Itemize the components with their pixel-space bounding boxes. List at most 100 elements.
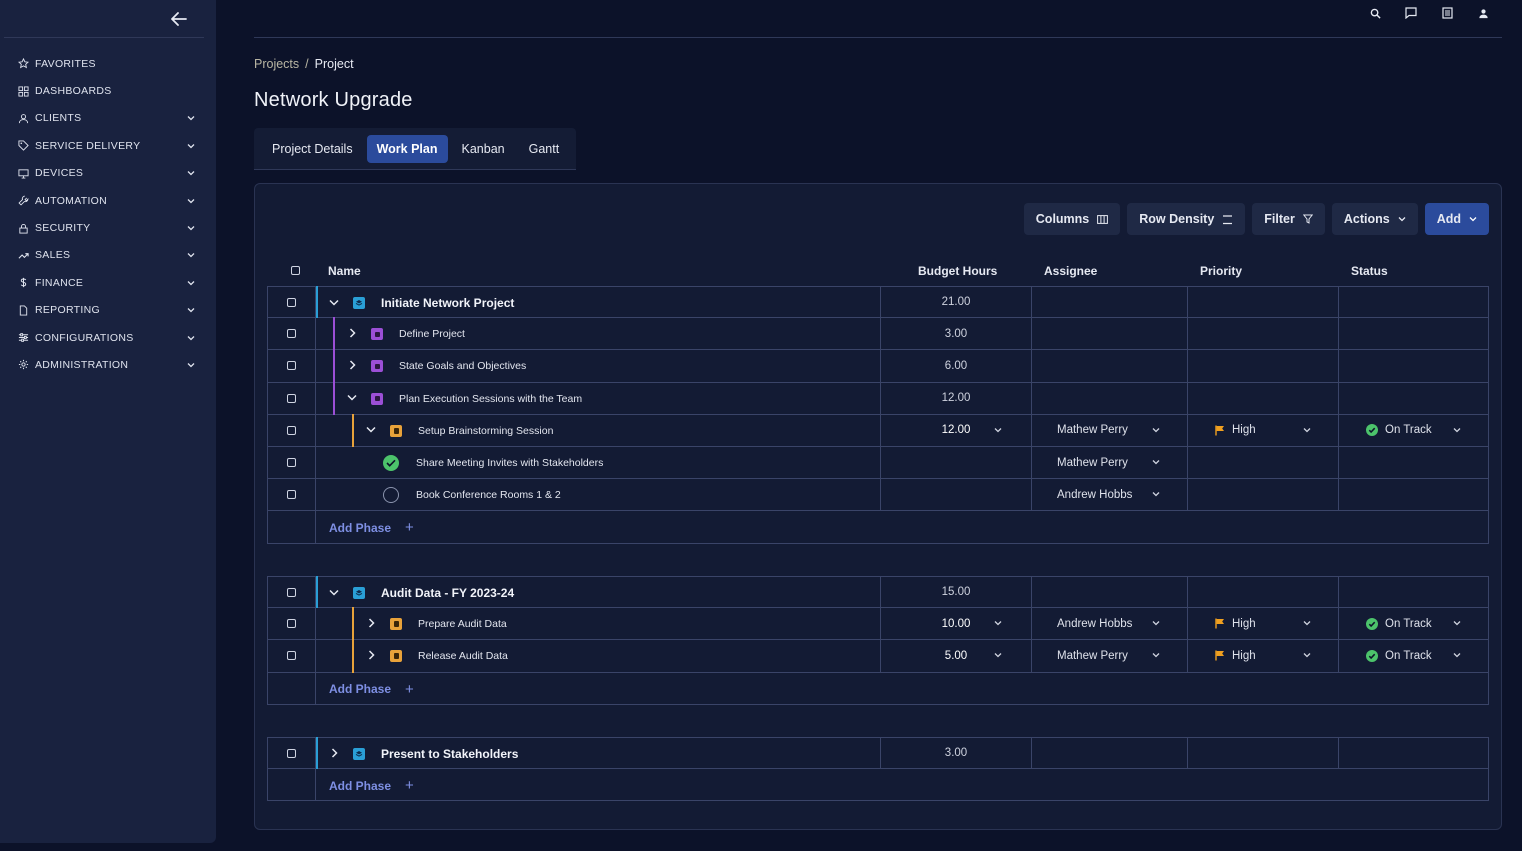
chevron-down-icon[interactable] [345, 391, 359, 405]
chevron-down-icon[interactable] [1151, 618, 1161, 628]
row-checkbox[interactable] [287, 458, 296, 468]
sidebar-item-label: REPORTING [35, 304, 100, 317]
status-dropdown[interactable]: On Track [1339, 415, 1488, 446]
row-checkbox[interactable] [287, 651, 296, 661]
column-header-name[interactable]: Name [328, 264, 361, 278]
chevron-down-icon[interactable] [1151, 650, 1161, 660]
filter-button[interactable]: Filter [1252, 203, 1325, 235]
column-header-assignee[interactable]: Assignee [1044, 264, 1098, 278]
tab-kanban[interactable]: Kanban [461, 141, 505, 156]
row-density-button[interactable]: Row Density [1127, 203, 1246, 235]
sidebar-item-favorites[interactable]: FAVORITES [0, 50, 216, 77]
sidebar-item-administration[interactable]: ADMINISTRATION [0, 351, 216, 378]
priority-dropdown[interactable]: High [1188, 414, 1339, 446]
table-row[interactable]: Share Meeting Invites with Stakeholders … [267, 446, 1489, 480]
budget-dropdown[interactable]: 12.00 [881, 414, 1032, 446]
table-row[interactable]: State Goals and Objectives 6.00 [267, 349, 1489, 383]
chevron-down-icon[interactable] [364, 423, 378, 437]
sidebar-item-finance[interactable]: FINANCE [0, 269, 216, 296]
assignee-dropdown[interactable]: Andrew Hobbs [1032, 479, 1188, 511]
assignee-dropdown[interactable]: Mathew Perry [1032, 446, 1188, 479]
columns-button[interactable]: Columns [1023, 203, 1121, 235]
priority-dropdown[interactable]: High [1188, 640, 1339, 672]
sidebar-item-sales[interactable]: SALES [0, 242, 216, 269]
incomplete-circle-icon[interactable] [383, 487, 399, 504]
notes-button[interactable] [1438, 4, 1456, 22]
chevron-down-icon[interactable] [1452, 618, 1462, 628]
row-checkbox[interactable] [287, 490, 296, 500]
table-row[interactable]: Book Conference Rooms 1 & 2 Andrew Hobbs [267, 479, 1489, 512]
table-row[interactable]: Prepare Audit Data 10.00 Andrew Hobbs Hi… [267, 607, 1489, 641]
chevron-right-icon[interactable] [364, 616, 378, 630]
chevron-down-icon[interactable] [993, 425, 1003, 435]
breadcrumb-projects-link[interactable]: Projects [254, 57, 300, 71]
sidebar-item-automation[interactable]: AUTOMATION [0, 187, 216, 214]
column-header-budget[interactable]: Budget Hours [918, 264, 998, 278]
chevron-down-icon[interactable] [1302, 650, 1312, 660]
priority-dropdown[interactable]: High [1188, 608, 1339, 640]
chevron-down-icon[interactable] [1302, 425, 1312, 435]
row-checkbox[interactable] [287, 361, 296, 371]
select-all-checkbox[interactable] [291, 266, 300, 275]
add-phase-button[interactable]: Add Phase + [329, 777, 414, 794]
breadcrumb: Projects / Project [254, 57, 354, 71]
chevron-right-icon[interactable] [345, 358, 359, 372]
assignee-dropdown[interactable]: Andrew Hobbs [1032, 608, 1188, 640]
table-row[interactable]: Present to Stakeholders 3.00 [267, 737, 1489, 770]
sidebar-item-configurations[interactable]: CONFIGURATIONS [0, 324, 216, 351]
assignee-dropdown[interactable]: Mathew Perry [1032, 414, 1188, 446]
table-row[interactable]: Initiate Network Project 21.00 [267, 286, 1489, 319]
sidebar-item-clients[interactable]: CLIENTS [0, 105, 216, 132]
table-row[interactable]: Setup Brainstorming Session 12.00 Mathew… [267, 413, 1489, 447]
chevron-down-icon[interactable] [327, 295, 341, 309]
chevron-right-icon[interactable] [364, 648, 378, 662]
sidebar-item-devices[interactable]: DEVICES [0, 160, 216, 187]
sidebar-item-security[interactable]: SECURITY [0, 214, 216, 241]
chevron-down-icon[interactable] [1151, 489, 1161, 499]
row-checkbox[interactable] [287, 393, 296, 403]
add-phase-button[interactable]: Add Phase + [329, 519, 414, 536]
profile-button[interactable] [1474, 4, 1492, 22]
table-row[interactable]: Audit Data - FY 2023-24 15.00 [267, 576, 1489, 609]
status-dropdown[interactable]: On Track [1339, 608, 1488, 639]
row-checkbox[interactable] [287, 587, 296, 597]
assignee-dropdown[interactable]: Mathew Perry [1032, 640, 1188, 672]
budget-dropdown[interactable]: 5.00 [881, 640, 1032, 672]
add-phase-button[interactable]: Add Phase + [329, 681, 414, 698]
chevron-down-icon[interactable] [327, 585, 341, 599]
chevron-down-icon[interactable] [1151, 425, 1161, 435]
add-button[interactable]: Add [1424, 203, 1489, 235]
actions-button[interactable]: Actions [1331, 203, 1418, 235]
table-row[interactable]: Release Audit Data 5.00 Mathew Perry Hig… [267, 639, 1489, 673]
budget-dropdown[interactable]: 10.00 [881, 608, 1032, 640]
table-row[interactable]: Define Project 3.00 [267, 317, 1489, 351]
sidebar-item-dashboards[interactable]: DASHBOARDS [0, 77, 216, 104]
row-checkbox[interactable] [287, 329, 296, 339]
chevron-down-icon[interactable] [1452, 650, 1462, 660]
column-header-priority[interactable]: Priority [1200, 264, 1243, 278]
tab-project-details[interactable]: Project Details [272, 141, 353, 156]
tab-gantt[interactable]: Gantt [528, 141, 560, 156]
chevron-right-icon[interactable] [327, 746, 341, 760]
chevron-down-icon[interactable] [993, 650, 1003, 660]
row-checkbox[interactable] [287, 425, 296, 435]
completed-check-icon[interactable] [383, 454, 399, 471]
row-checkbox[interactable] [287, 619, 296, 629]
chevron-down-icon[interactable] [1302, 618, 1312, 628]
row-checkbox[interactable] [287, 748, 296, 758]
status-dropdown[interactable]: On Track [1339, 640, 1488, 671]
messages-button[interactable] [1402, 4, 1420, 22]
chevron-right-icon[interactable] [345, 326, 359, 340]
sidebar-item-reporting[interactable]: REPORTING [0, 297, 216, 324]
collapse-sidebar-button[interactable] [168, 8, 190, 30]
sidebar-item-service-delivery[interactable]: SERVICE DELIVERY [0, 132, 216, 159]
tab-work-plan[interactable]: Work Plan [366, 134, 448, 163]
user-icon [1478, 8, 1488, 18]
chevron-down-icon[interactable] [1151, 457, 1161, 467]
table-row[interactable]: Plan Execution Sessions with the Team 12… [267, 381, 1489, 415]
column-header-status[interactable]: Status [1351, 264, 1388, 278]
row-checkbox[interactable] [287, 297, 296, 307]
chevron-down-icon[interactable] [1452, 425, 1462, 435]
chevron-down-icon[interactable] [993, 618, 1003, 628]
search-button[interactable] [1366, 4, 1384, 22]
